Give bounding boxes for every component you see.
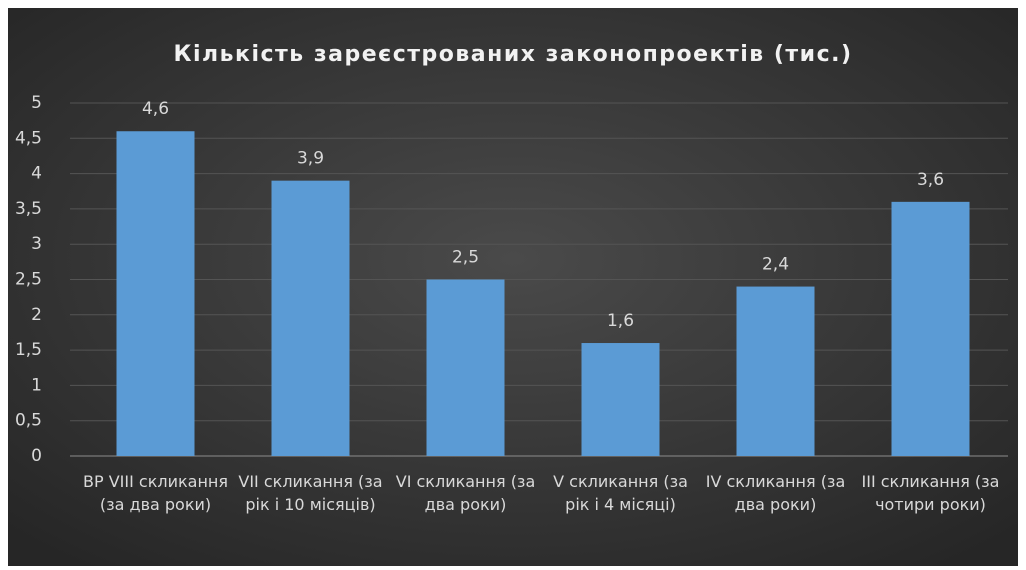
data-label: 3,6	[917, 170, 944, 190]
data-label: 3,9	[297, 149, 324, 169]
y-tick-label: 3,5	[15, 199, 42, 219]
data-label: 1,6	[607, 311, 634, 331]
x-tick-label: ВР VIII скликання (за два роки)	[83, 472, 228, 514]
x-tick-label: III скликання (за чотири роки)	[861, 472, 1000, 514]
bar	[736, 286, 815, 456]
y-tick-label: 3	[31, 234, 42, 254]
data-label: 2,4	[762, 255, 789, 275]
y-tick-label: 5	[31, 93, 42, 113]
bar	[116, 131, 195, 457]
y-tick-label: 1,5	[15, 340, 42, 360]
y-tick-label: 4,5	[15, 128, 42, 148]
x-tick-label: V скликання (за рік і 4 місяці)	[553, 472, 688, 514]
bar	[891, 201, 970, 456]
y-tick-label: 1	[31, 375, 42, 395]
data-label: 2,5	[452, 248, 479, 268]
x-tick-label: VII скликання (за рік і 10 місяців)	[238, 472, 383, 514]
y-tick-label: 2	[31, 305, 42, 325]
bar	[581, 343, 660, 456]
y-tick-label: 0	[31, 446, 42, 466]
y-tick-label: 2,5	[15, 270, 42, 290]
chart-title: Кількість зареєстрованих законопроектів …	[173, 42, 852, 67]
bar	[271, 180, 350, 456]
bar	[426, 279, 505, 456]
data-label: 4,6	[142, 99, 169, 119]
x-tick-label: VI скликання (за два роки)	[395, 472, 536, 514]
y-tick-label: 4	[31, 164, 42, 184]
x-tick-label: IV скликання (за два роки)	[705, 472, 846, 514]
y-tick-label: 0,5	[15, 411, 42, 431]
